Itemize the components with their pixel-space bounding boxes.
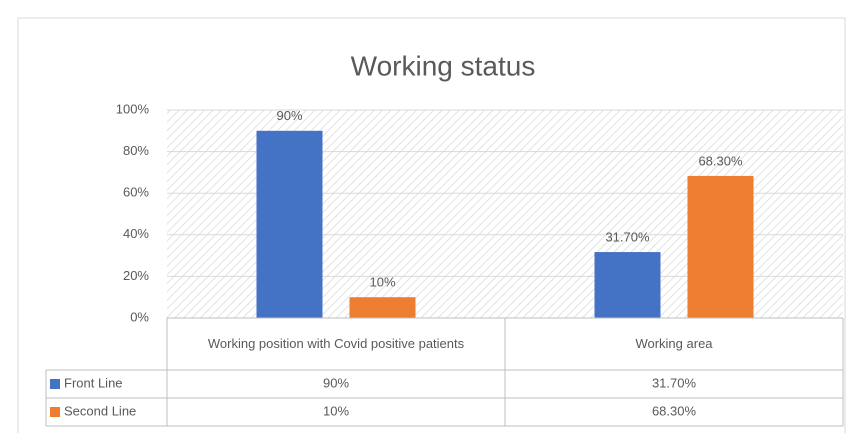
y-tick-label: 100% — [116, 101, 150, 116]
y-tick-label: 60% — [123, 185, 149, 200]
y-tick-label: 0% — [130, 309, 149, 324]
bar — [594, 252, 661, 318]
x-tick-label: Working position with Covid positive pat… — [207, 336, 465, 351]
legend-label: Front Line — [64, 375, 123, 390]
table-cell: 31.70% — [652, 375, 697, 390]
x-tick-label-box: Working position with Covid positive pat… — [207, 336, 465, 351]
y-tick-label: 40% — [123, 226, 149, 241]
y-tick-label: 20% — [123, 268, 149, 283]
x-tick-label: Working area — [635, 336, 713, 351]
table-cell: 90% — [323, 375, 349, 390]
chart-title: Working status — [351, 50, 536, 81]
legend-key — [50, 407, 60, 417]
bar — [687, 175, 754, 318]
data-label: 68.30% — [698, 153, 743, 168]
data-label: 90% — [276, 108, 302, 123]
y-tick-label: 80% — [123, 143, 149, 158]
table-cell: 68.30% — [652, 403, 697, 418]
data-label: 10% — [369, 275, 395, 290]
x-tick-label-box: Working area — [635, 336, 713, 351]
legend-label: Second Line — [64, 403, 136, 418]
table-cell: 10% — [323, 403, 349, 418]
bar — [256, 130, 323, 318]
data-label: 31.70% — [605, 230, 650, 245]
bar — [349, 297, 416, 318]
legend-key — [50, 379, 60, 389]
